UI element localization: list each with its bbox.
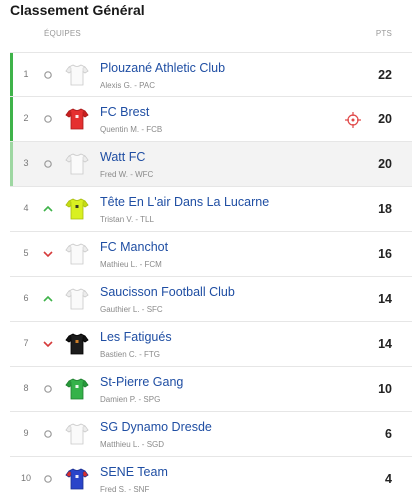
no-change-icon (42, 473, 54, 485)
manager-label: Mathieu L. - FCM (100, 260, 162, 269)
table-row[interactable]: 5 FC Manchot Mathieu L. - FCM 16 (10, 232, 412, 277)
table-header: ÉQUIPES PTS (0, 29, 412, 43)
team-name-link[interactable]: SENE Team (100, 465, 168, 479)
points-value: 22 (378, 68, 392, 82)
points-value: 20 (378, 157, 392, 171)
crosshair-icon[interactable] (345, 112, 361, 128)
table-row[interactable]: 2 FC Brest Quentin M. - FCB 20 (10, 97, 412, 142)
manager-label: Fred S. - SNF (100, 485, 150, 494)
jersey-icon (65, 197, 89, 221)
manager-label: Matthieu L. - SGD (100, 440, 165, 449)
team-name-link[interactable]: Plouzané Athletic Club (100, 61, 226, 75)
team-name-link[interactable]: Les Fatigués (100, 330, 172, 344)
rank-number: 2 (23, 113, 29, 123)
manager-label: Quentin M. - FCB (100, 125, 163, 134)
arrow-down-icon (42, 248, 54, 260)
points-value: 14 (378, 337, 392, 351)
no-change-icon (42, 69, 54, 81)
table-row[interactable]: 6 Saucisson Football Club Gauthier L. - SF… (10, 277, 412, 322)
qualification-bar (10, 142, 13, 186)
points-value: 14 (378, 292, 392, 306)
jersey-icon (65, 422, 89, 446)
points-value: 18 (378, 202, 392, 216)
qualification-bar (10, 97, 13, 141)
no-change-icon (42, 428, 54, 440)
manager-label: Damien P. - SPG (100, 395, 161, 404)
points-value: 10 (378, 382, 392, 396)
page-title: Classement Général (10, 2, 145, 18)
no-change-icon (42, 383, 54, 395)
rank-number: 4 (23, 203, 29, 213)
manager-label: Bastien C. - FTG (100, 350, 161, 359)
arrow-up-icon (42, 293, 54, 305)
jersey-icon (65, 242, 89, 266)
arrow-down-icon (42, 338, 54, 350)
table-row[interactable]: 7 Les Fatigués Bastien C. - FTG 14 (10, 322, 412, 367)
qualification-bar (10, 53, 13, 96)
jersey-icon (65, 377, 89, 401)
table-row[interactable]: 8 St-Pierre Gang Damien P. - SPG 10 (10, 367, 412, 412)
team-name-link[interactable]: SG Dynamo Dresde (100, 420, 212, 434)
jersey-icon (65, 63, 89, 87)
rank-number: 8 (23, 383, 29, 393)
rank-number: 10 (20, 473, 31, 483)
table-row[interactable]: 1 Plouzané Athletic Club Alexis G. - PAC 22 (10, 52, 412, 97)
rank-number: 7 (23, 338, 29, 348)
rank-number: 1 (23, 69, 29, 79)
jersey-icon (65, 332, 89, 356)
team-name-link[interactable]: Watt FC (100, 150, 146, 164)
no-change-icon (42, 113, 54, 125)
table-row[interactable]: 10 SENE Team Fred S. - SNF 4 (10, 457, 412, 500)
arrow-up-icon (42, 203, 54, 215)
points-value: 20 (378, 112, 392, 126)
manager-label: Fred W. - WFC (100, 170, 154, 179)
manager-label: Alexis G. - PAC (100, 81, 155, 90)
team-name-link[interactable]: Saucisson Football Club (100, 285, 235, 299)
team-name-link[interactable]: FC Manchot (100, 240, 169, 254)
team-name-link[interactable]: Tête En L'air Dans La Lucarne (100, 195, 270, 209)
team-name-link[interactable]: St-Pierre Gang (100, 375, 184, 389)
rank-number: 3 (23, 158, 29, 168)
table-row[interactable]: 4 Tête En L'air Dans La Lucarne Tristan V.… (10, 187, 412, 232)
table-row[interactable]: 3 Watt FC Fred W. - WFC 20 (10, 142, 412, 187)
jersey-icon (65, 152, 89, 176)
jersey-icon (65, 287, 89, 311)
manager-label: Tristan V. - TLL (100, 215, 154, 224)
column-header-points[interactable]: PTS (375, 29, 392, 38)
rank-number: 5 (23, 248, 29, 258)
points-value: 4 (385, 472, 392, 486)
column-header-teams[interactable]: ÉQUIPES (44, 29, 81, 38)
jersey-icon (65, 107, 89, 131)
rank-number: 6 (23, 293, 29, 303)
standings-table: 1 Plouzané Athletic Club Alexis G. - PAC 22… (10, 52, 412, 500)
team-name-link[interactable]: FC Brest (100, 105, 150, 119)
no-change-icon (42, 158, 54, 170)
points-value: 16 (378, 247, 392, 261)
points-value: 6 (385, 427, 392, 441)
rank-number: 9 (23, 428, 29, 438)
table-row[interactable]: 9 SG Dynamo Dresde Matthieu L. - SGD 6 (10, 412, 412, 457)
jersey-icon (65, 467, 89, 491)
manager-label: Gauthier L. - SFC (100, 305, 163, 314)
